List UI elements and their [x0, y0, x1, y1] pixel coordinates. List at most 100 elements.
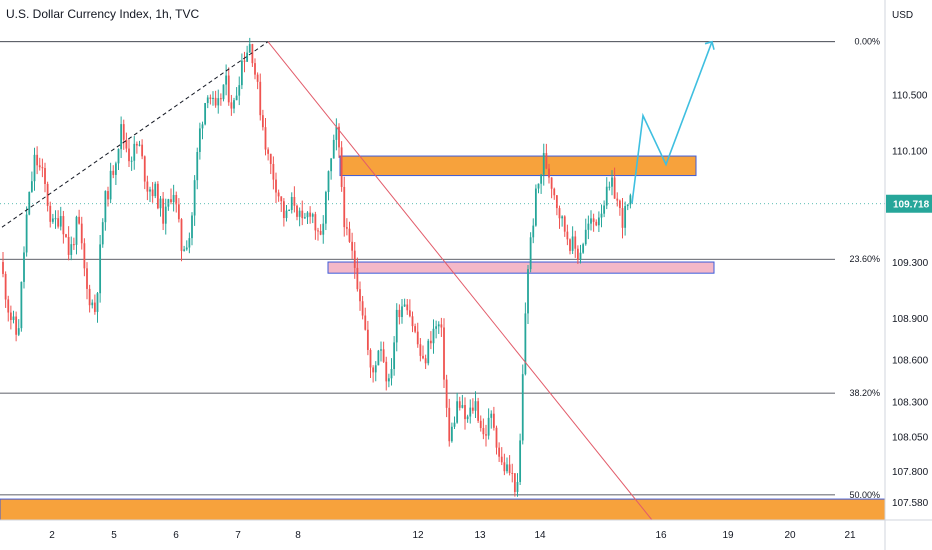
- candle-body: [288, 210, 291, 212]
- candle-body: [293, 196, 296, 206]
- candle-body: [527, 269, 529, 314]
- candle: [555, 195, 558, 216]
- candle: [282, 198, 285, 227]
- candle-body: [314, 214, 317, 231]
- candle: [280, 196, 283, 212]
- candle: [584, 218, 587, 246]
- candle-body: [498, 447, 501, 457]
- candle-body: [193, 180, 196, 216]
- candle: [330, 157, 333, 180]
- candle: [490, 410, 493, 429]
- candle: [319, 224, 322, 236]
- candle-body: [143, 156, 146, 182]
- candle: [372, 365, 375, 383]
- candle: [464, 397, 466, 430]
- candle-body: [65, 234, 67, 237]
- candle-body: [230, 102, 233, 109]
- resistance-zone: [339, 155, 697, 177]
- candle: [290, 192, 293, 214]
- candle: [251, 43, 254, 67]
- candle-body: [469, 407, 472, 417]
- candle-body: [616, 198, 619, 201]
- candle: [170, 188, 172, 205]
- candle-body: [256, 74, 259, 82]
- candle-body: [277, 192, 280, 197]
- candle: [603, 200, 606, 218]
- candle-body: [101, 222, 104, 245]
- candle-body: [282, 201, 285, 219]
- candle-body: [563, 216, 566, 232]
- time-axis-tick: 6: [173, 530, 179, 541]
- candle: [143, 155, 146, 190]
- candle: [293, 186, 296, 213]
- candle: [259, 73, 262, 121]
- candle-body: [466, 416, 469, 420]
- candle: [230, 94, 233, 116]
- candle-body: [30, 181, 33, 192]
- candle-body: [380, 349, 382, 351]
- price-axis-tick: 108.300: [892, 397, 929, 408]
- candle-body: [264, 127, 267, 150]
- time-axis-tick: 12: [412, 530, 424, 541]
- candle-body: [513, 473, 516, 492]
- candle: [125, 132, 128, 153]
- candle: [561, 215, 564, 227]
- candle-body: [156, 183, 159, 209]
- candle-body: [196, 151, 199, 181]
- candle-body: [141, 144, 144, 157]
- candle: [235, 87, 238, 101]
- candle: [466, 414, 469, 423]
- candle: [23, 246, 25, 289]
- candle: [387, 373, 390, 388]
- candle-body: [117, 149, 120, 164]
- candle: [500, 447, 503, 466]
- candle-body: [414, 326, 417, 332]
- candle-body: [54, 218, 57, 220]
- candle: [107, 186, 109, 207]
- candle: [477, 397, 480, 423]
- candle: [600, 204, 603, 228]
- candle-body: [80, 223, 83, 244]
- candle-body: [191, 215, 193, 239]
- candle: [605, 177, 608, 210]
- candle-body: [532, 225, 535, 238]
- candle: [67, 226, 70, 261]
- candle: [448, 398, 451, 447]
- candle-body: [259, 81, 262, 116]
- candle: [4, 271, 7, 308]
- candle-body: [561, 216, 564, 219]
- candle-body: [240, 60, 243, 86]
- candle-body: [369, 349, 372, 368]
- candle-body: [254, 63, 256, 75]
- candle: [117, 148, 120, 171]
- candle-body: [217, 98, 220, 106]
- candle: [408, 299, 411, 318]
- candle: [83, 238, 86, 277]
- candle-body: [595, 221, 598, 226]
- candle-body: [435, 326, 438, 329]
- candle-body: [324, 192, 327, 224]
- candle-body: [605, 186, 608, 206]
- candle-body: [246, 52, 249, 62]
- candle-body: [59, 216, 62, 227]
- candle: [78, 209, 81, 225]
- price-axis-tick: 108.600: [892, 356, 929, 367]
- candle: [33, 147, 36, 191]
- candle-body: [44, 168, 46, 184]
- candle-body: [248, 44, 251, 53]
- candle-body: [395, 309, 398, 343]
- candle-body: [534, 188, 537, 226]
- time-axis-tick: 21: [844, 530, 856, 541]
- candle-body: [261, 115, 264, 128]
- candle: [99, 234, 102, 303]
- candle-body: [340, 147, 343, 187]
- candle-body: [553, 188, 556, 196]
- candle: [303, 212, 306, 219]
- candle: [217, 89, 220, 114]
- candle: [306, 211, 309, 224]
- candle: [403, 298, 406, 307]
- candle-body: [537, 183, 540, 189]
- candle: [414, 323, 417, 334]
